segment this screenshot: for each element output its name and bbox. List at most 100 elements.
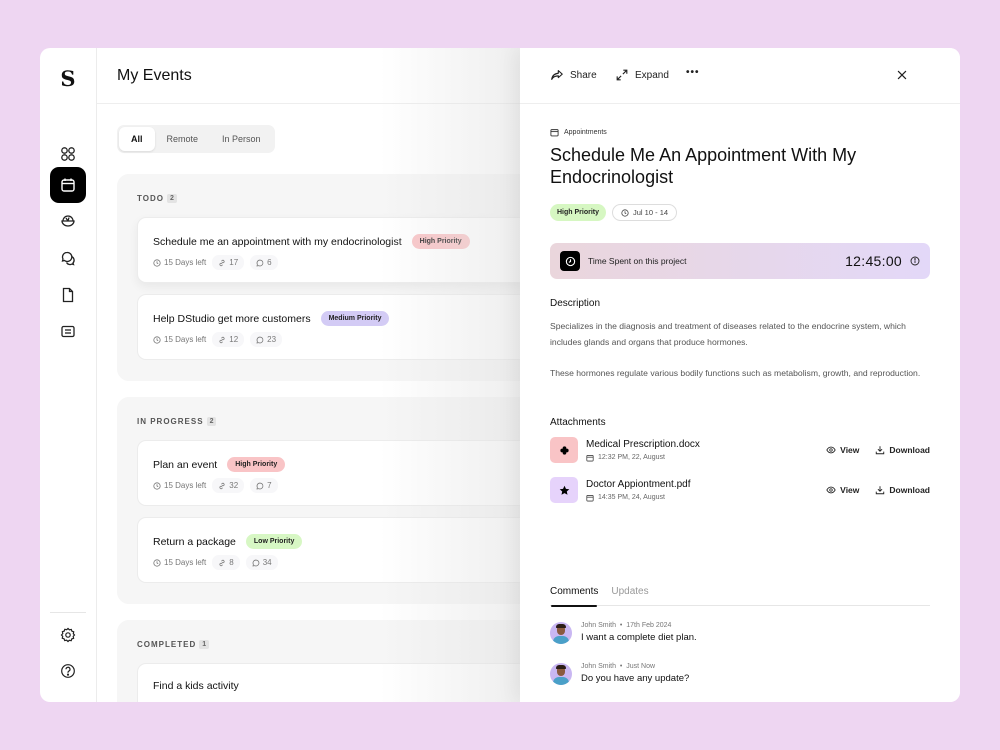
filter-tab-remote[interactable]: Remote (166, 134, 199, 144)
comment-count: 34 (262, 558, 272, 567)
comment-author: John Smith (581, 622, 617, 629)
download-button[interactable]: Download (875, 485, 930, 495)
comment-icon (252, 559, 259, 566)
page-title: My Events (117, 66, 192, 84)
share-button[interactable]: Share (550, 68, 597, 82)
download-icon (876, 446, 885, 455)
view-button[interactable]: View (826, 445, 859, 455)
comment-icon (256, 259, 264, 266)
attachment-item: Medical Prescription.docx 12:32 PM, 22, … (550, 435, 930, 465)
calendar-icon (586, 454, 594, 461)
info-icon[interactable] (910, 256, 920, 266)
avatar (550, 663, 572, 685)
comment-text: I want a complete diet plan. (581, 632, 697, 643)
days-left: 15 Days left (164, 258, 207, 267)
time-spent-label: Time Spent on this project (588, 256, 687, 266)
detail-title: Schedule Me An Appointment With My Endoc… (550, 145, 857, 187)
comment-count: 7 (267, 481, 272, 490)
comment-time: 17th Feb 2024 (626, 622, 672, 629)
group-count: 2 (206, 417, 217, 426)
card-title: Find a kids activity (153, 680, 239, 692)
clock-icon (153, 258, 161, 267)
description-text: These hormones regulate various bodily f… (550, 368, 921, 378)
share-icon (551, 70, 563, 80)
clock-icon (153, 481, 161, 490)
description-text: Specializes in the diagnosis and treatme… (550, 321, 906, 347)
group-label: COMPLETED 1 (137, 640, 210, 649)
filter-tab-all[interactable]: All (119, 127, 155, 151)
filter-tabs: All Remote In Person (117, 125, 275, 153)
calendar-icon (61, 178, 75, 192)
calendar-icon (550, 129, 559, 137)
event-card[interactable]: Find a kids activity (137, 663, 520, 702)
sidebar: S (40, 48, 97, 702)
download-button[interactable]: Download (875, 445, 930, 455)
detail-panel: Share Expand ••• Appointments Schedule M… (520, 48, 960, 702)
attachment-name: Medical Prescription.docx (586, 438, 700, 450)
comment-time: Just Now (626, 663, 656, 670)
event-card[interactable]: Help DStudio get more customers Medium P… (137, 294, 520, 360)
message-icon (61, 325, 75, 338)
file-icon (62, 287, 74, 303)
chat-bubbles-icon (61, 251, 75, 266)
sidebar-item-calendar[interactable] (50, 167, 86, 203)
group-count: 1 (199, 640, 210, 649)
comment-count: 23 (267, 335, 277, 344)
avatar (550, 622, 572, 644)
comment-count: 6 (267, 258, 272, 267)
link-count: 8 (229, 558, 234, 567)
sidebar-item-messages[interactable] (50, 314, 86, 350)
events-main: My Events All Remote In Person TODO 2 Sc… (97, 48, 520, 702)
flower-icon (559, 445, 569, 455)
eye-icon (826, 446, 836, 454)
card-title: Plan an event (153, 458, 218, 471)
priority-badge: Low Priority (245, 534, 303, 549)
days-left: 15 Days left (164, 558, 207, 567)
app-logo: S (60, 66, 76, 91)
comment-item: John Smith • Just Now Do you have any up… (550, 663, 689, 685)
star-icon (559, 485, 569, 495)
group-label: TODO 2 (137, 194, 177, 203)
panel-header: Share Expand ••• (520, 48, 960, 104)
expand-button[interactable]: Expand (615, 68, 669, 82)
sidebar-item-chat[interactable] (50, 240, 86, 276)
clock-icon (153, 335, 161, 344)
calendar-icon (586, 494, 594, 501)
event-card[interactable]: Return a package Low Priority 15 Days le… (137, 517, 520, 583)
link-count: 32 (229, 481, 239, 490)
clock-icon (621, 208, 629, 217)
attachment-item: Doctor Appiontment.pdf 14:35 PM, 24, Aug… (550, 475, 930, 505)
days-left: 15 Days left (164, 481, 207, 490)
group-in-progress: IN PROGRESS 2 Plan an event High Priorit… (117, 397, 520, 604)
attachment-date: 14:35 PM, 24, August (598, 494, 665, 501)
group-todo: TODO 2 Schedule me an appointment with m… (117, 174, 520, 381)
link-count: 17 (229, 258, 239, 267)
sidebar-item-settings[interactable] (50, 617, 86, 653)
category-label: Appointments (550, 128, 607, 137)
sidebar-item-documents[interactable] (50, 277, 86, 313)
event-card[interactable]: Plan an event High Priority 15 Days left… (137, 440, 520, 506)
clock-icon (565, 256, 575, 266)
main-header: My Events (97, 48, 520, 104)
link-count: 12 (229, 335, 239, 344)
link-icon (219, 259, 225, 266)
sidebar-item-meals[interactable] (50, 203, 86, 239)
tab-comments[interactable]: Comments (550, 586, 598, 607)
attachments-heading: Attachments (550, 417, 606, 428)
view-button[interactable]: View (826, 485, 859, 495)
tab-updates[interactable]: Updates (611, 586, 649, 597)
more-options-button[interactable]: ••• (686, 67, 700, 78)
eye-icon (826, 486, 836, 494)
attachment-date: 12:32 PM, 22, August (598, 454, 665, 461)
event-card[interactable]: Schedule me an appointment with my endoc… (137, 217, 520, 283)
card-title: Help DStudio get more customers (153, 312, 311, 325)
sidebar-item-dashboard[interactable] (50, 136, 86, 172)
sidebar-item-help[interactable] (50, 653, 86, 689)
expand-icon (616, 69, 628, 81)
priority-badge: Medium Priority (320, 311, 390, 326)
comment-text: Do you have any update? (581, 673, 690, 684)
priority-badge: High Priority (411, 234, 470, 249)
filter-tab-in-person[interactable]: In Person (222, 134, 261, 144)
close-button[interactable] (895, 68, 909, 82)
link-icon (219, 559, 225, 566)
